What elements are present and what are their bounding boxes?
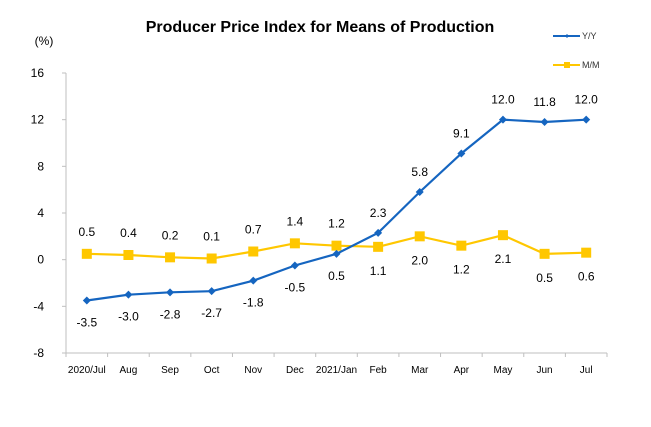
data-point-mm xyxy=(581,247,592,258)
data-point-yy xyxy=(540,118,549,126)
data-label-mm: 2.0 xyxy=(411,253,428,267)
data-point-yy xyxy=(582,115,591,124)
data-label-yy: -1.8 xyxy=(243,296,264,310)
data-point-yy xyxy=(207,287,216,296)
data-point-yy xyxy=(457,149,466,158)
x-tick-label: Jun xyxy=(537,365,553,376)
data-label-yy: 9.1 xyxy=(453,127,470,141)
legend-marker-yy xyxy=(565,34,569,38)
x-tick-label: Oct xyxy=(204,365,220,376)
x-tick-label: Feb xyxy=(369,365,387,376)
data-label-mm: 0.2 xyxy=(162,228,179,242)
x-tick-label: Dec xyxy=(286,365,304,376)
data-point-mm xyxy=(414,231,425,242)
legend-label-mm: M/M xyxy=(582,60,600,70)
data-point-yy xyxy=(332,249,341,258)
data-point-mm xyxy=(81,248,92,259)
axes: 16 12 8 4 0 -4 -8 2020/Jul Aug Sep Oct Nov Dec 2021/J… xyxy=(31,66,608,376)
data-label-mm: 0.4 xyxy=(120,226,137,240)
data-label-yy: -0.5 xyxy=(285,281,306,295)
data-point-yy xyxy=(166,288,175,297)
x-tick-label: Jul xyxy=(580,365,593,376)
data-label-yy: -3.5 xyxy=(76,316,97,330)
data-label-yy: 2.3 xyxy=(370,206,387,220)
data-point-mm xyxy=(331,240,342,251)
x-tick-label: Apr xyxy=(454,365,470,376)
legend: Y/Y M/M xyxy=(553,31,600,70)
legend-item-yy: Y/Y xyxy=(553,31,597,41)
data-label-yy: 12.0 xyxy=(491,93,515,107)
y-tick-label: 16 xyxy=(31,66,45,80)
data-label-mm: 2.1 xyxy=(495,252,512,266)
y-tick-label: -4 xyxy=(33,299,44,313)
data-label-mm: 0.1 xyxy=(203,230,220,244)
data-point-mm xyxy=(206,253,217,264)
data-point-yy xyxy=(290,261,299,270)
y-tick-label: -8 xyxy=(33,346,44,360)
legend-item-mm: M/M xyxy=(553,60,600,70)
chart-title: Producer Price Index for Means of Produc… xyxy=(146,19,495,36)
x-tick-label: Aug xyxy=(120,365,138,376)
data-label-mm: 1.2 xyxy=(453,263,470,277)
data-point-yy xyxy=(82,296,91,305)
data-point-mm xyxy=(456,240,467,251)
x-tick-label: May xyxy=(494,365,513,376)
data-label-yy: 5.8 xyxy=(411,165,428,179)
x-tick-label: Mar xyxy=(411,365,429,376)
x-tick-label: 2020/Jul xyxy=(68,365,106,376)
data-label-yy: -2.7 xyxy=(201,306,222,320)
y-tick-label: 0 xyxy=(37,253,44,267)
data-point-mm xyxy=(497,230,508,241)
data-label-yy: -2.8 xyxy=(160,307,181,321)
data-point-mm xyxy=(248,246,259,257)
data-label-yy: -3.0 xyxy=(118,310,139,324)
data-point-yy xyxy=(249,276,258,285)
data-label-mm: 0.5 xyxy=(536,271,553,285)
y-tick-label: 12 xyxy=(31,113,45,127)
y-tick-label: 4 xyxy=(37,206,44,220)
legend-label-yy: Y/Y xyxy=(582,31,597,41)
x-tick-label: 2021/Jan xyxy=(316,365,357,376)
data-label-mm: 0.5 xyxy=(78,225,95,239)
data-point-mm xyxy=(539,248,550,259)
data-point-mm xyxy=(373,241,384,252)
data-point-yy xyxy=(415,188,424,196)
data-point-yy xyxy=(498,115,507,124)
data-point-mm xyxy=(123,250,134,260)
data-point-yy xyxy=(374,228,383,237)
data-label-yy: 0.5 xyxy=(328,269,345,283)
legend-marker-mm xyxy=(564,62,570,68)
data-label-yy: 12.0 xyxy=(575,93,599,107)
data-label-yy: 11.8 xyxy=(533,95,556,109)
series-layer xyxy=(81,115,592,305)
data-point-mm xyxy=(289,238,300,249)
data-label-mm: 0.7 xyxy=(245,223,262,237)
data-point-mm xyxy=(165,252,176,263)
data-labels: 0.5 0.4 0.2 0.1 0.7 1.4 1.2 1.1 2.0 1.2 2.1 0.5 0.6 -… xyxy=(76,93,598,330)
data-label-mm: 1.4 xyxy=(287,214,304,228)
y-axis-unit-label: (%) xyxy=(35,34,54,48)
x-tick-label: Nov xyxy=(244,365,262,376)
x-tick-label: Sep xyxy=(161,365,179,376)
data-label-mm: 0.6 xyxy=(578,270,595,284)
data-point-yy xyxy=(124,290,133,299)
data-label-mm: 1.1 xyxy=(370,264,387,278)
data-label-mm: 1.2 xyxy=(328,217,345,231)
y-tick-label: 8 xyxy=(37,159,44,173)
